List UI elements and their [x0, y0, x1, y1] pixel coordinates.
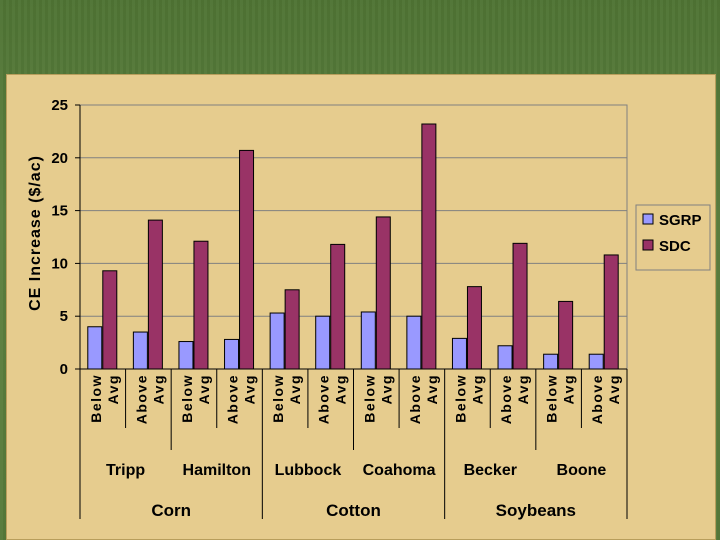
axes	[75, 104, 628, 519]
y-tick-labels: 0 5 10 15 20 25	[51, 97, 68, 378]
bar-sdc	[512, 242, 528, 370]
site-label: Becker	[464, 462, 517, 479]
category-label: Avg	[378, 374, 394, 404]
bar-sgrp	[87, 326, 103, 370]
bar-sdc	[421, 123, 437, 370]
chart-panel	[6, 74, 716, 540]
site-label: Tripp	[106, 462, 145, 479]
category-label: Below	[452, 374, 468, 423]
bar-sgrp	[543, 353, 559, 370]
category-label: Avg	[150, 374, 166, 404]
y-tick-label: 25	[51, 97, 68, 114]
legend-swatch-sdc	[642, 239, 654, 251]
bar-sdc	[466, 286, 482, 370]
bar-sgrp	[315, 315, 331, 370]
legend-label-sdc: SDC	[659, 238, 691, 255]
category-label: Avg	[242, 374, 258, 404]
crop-label: Corn	[151, 501, 191, 520]
category-label: Below	[270, 374, 286, 423]
site-label: Boone	[557, 462, 607, 479]
crop-label: Soybeans	[496, 501, 576, 520]
bar-sgrp	[224, 338, 240, 370]
y-tick-label: 10	[51, 255, 68, 272]
bar-sgrp	[451, 337, 467, 370]
category-label: Below	[88, 374, 104, 423]
category-label: Below	[361, 374, 377, 423]
bar-sgrp	[132, 331, 148, 370]
bars	[87, 123, 619, 370]
legend: SGRP SDC	[635, 204, 711, 271]
bar-sgrp	[269, 312, 285, 370]
bar-sdc	[330, 243, 346, 370]
category-label: Avg	[469, 374, 485, 404]
y-tick-label: 5	[60, 308, 68, 325]
legend-label-sgrp: SGRP	[659, 212, 702, 229]
bar-sgrp	[588, 353, 604, 370]
bar-sgrp	[360, 311, 376, 370]
category-label: Above	[225, 374, 241, 424]
y-tick-label: 20	[51, 150, 68, 167]
category-label: Above	[133, 374, 149, 424]
site-label: Coahoma	[363, 462, 436, 479]
category-label: Above	[407, 374, 423, 424]
bar-sdc	[284, 289, 300, 370]
y-axis-label: CE Increase ($/ac)	[27, 155, 44, 311]
category-label: Avg	[561, 374, 577, 404]
bar-sdc	[193, 240, 209, 370]
category-label: Avg	[515, 374, 531, 404]
x-category-labels: Below Avg Above Avg Below Avg Above Avg Below Avg…	[88, 374, 622, 520]
category-label: Avg	[287, 374, 303, 404]
category-label: Avg	[333, 374, 349, 404]
bar-sdc	[147, 219, 163, 370]
bar-sgrp	[178, 341, 194, 370]
bar-sgrp	[497, 345, 513, 370]
bar-sdc	[603, 254, 619, 370]
category-label: Avg	[424, 374, 440, 404]
category-label: Avg	[105, 374, 121, 404]
category-label: Avg	[606, 374, 622, 404]
category-label: Avg	[196, 374, 212, 404]
site-label: Hamilton	[183, 462, 251, 479]
crop-label: Cotton	[326, 501, 381, 520]
category-label: Above	[589, 374, 605, 424]
category-label: Above	[498, 374, 514, 424]
y-tick-label: 15	[51, 203, 68, 220]
y-tick-label: 0	[60, 361, 68, 378]
category-label: Below	[544, 374, 560, 423]
gridlines	[80, 157, 627, 317]
bar-sdc	[102, 270, 118, 370]
bar-sgrp	[406, 315, 422, 370]
bar-sdc	[558, 300, 574, 370]
site-label: Lubbock	[275, 462, 342, 479]
category-label: Above	[316, 374, 332, 424]
bar-sdc	[239, 149, 255, 370]
legend-swatch-sgrp	[642, 213, 654, 225]
bar-sdc	[375, 216, 391, 370]
category-label: Below	[179, 374, 195, 423]
